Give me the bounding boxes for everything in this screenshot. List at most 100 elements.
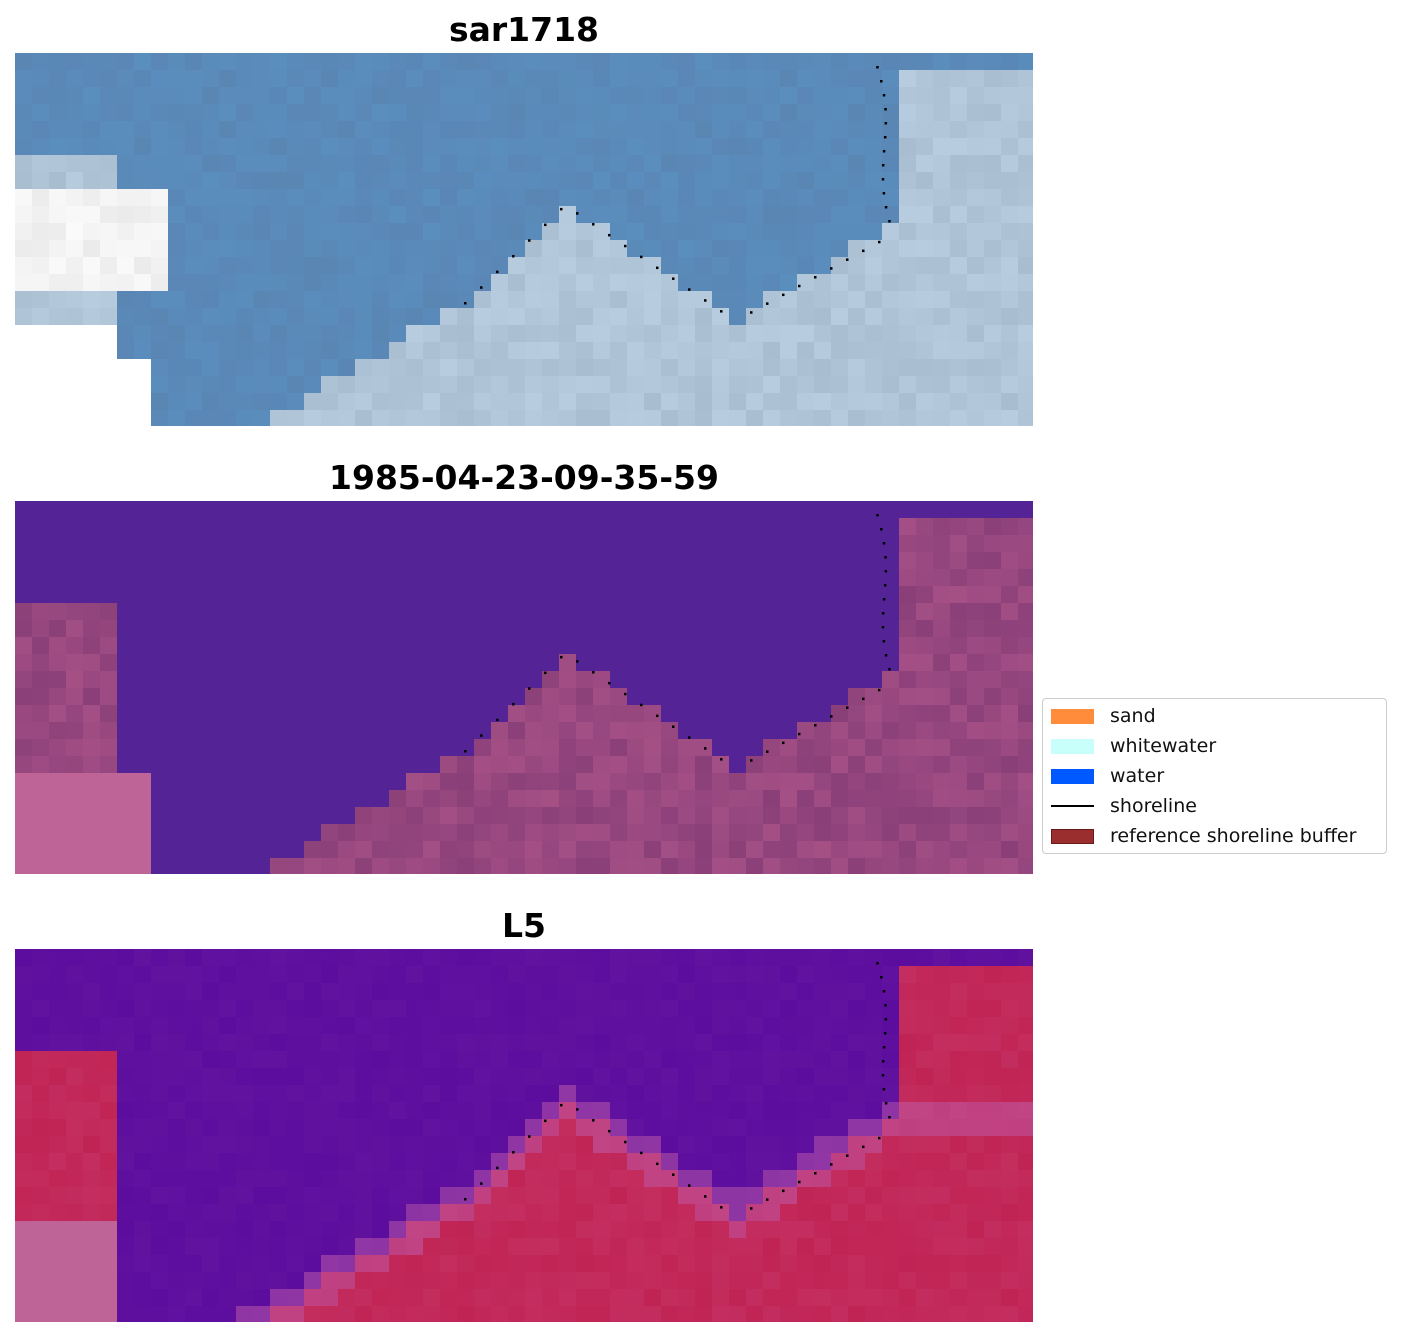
shoreline-dot: [544, 1119, 547, 1123]
shoreline-dot: [480, 734, 483, 737]
shoreline-dot: [672, 725, 675, 728]
shoreline-dot: [496, 1166, 499, 1170]
legend-item-whitewater: whitewater: [1051, 735, 1216, 757]
shoreline-dot: [464, 302, 467, 305]
shoreline-dot: [496, 718, 499, 722]
shoreline-dot: [512, 1150, 515, 1154]
legend-item-water: water: [1051, 765, 1164, 787]
shoreline-dot: [882, 1088, 886, 1091]
shoreline-dot: [888, 1116, 891, 1119]
shoreline-dot: [884, 122, 888, 125]
shoreline-dot: [862, 697, 865, 701]
shoreline-dot: [878, 1136, 881, 1140]
shoreline-dot: [544, 223, 547, 227]
shoreline-dot: [846, 706, 849, 709]
shoreline-dot: [766, 302, 769, 305]
shoreline-dot: [464, 750, 467, 753]
shoreline-dot: [881, 612, 885, 615]
panel-title-classified: 1985-04-23-09-35-59: [329, 458, 719, 497]
shoreline-dot: [798, 732, 801, 736]
shoreline-dot: [576, 1108, 579, 1111]
shoreline-dot: [883, 584, 887, 587]
shoreline-dot: [830, 267, 833, 270]
shoreline-dots: [464, 962, 891, 1210]
shoreline-dot: [560, 655, 563, 659]
shoreline-dot: [464, 1198, 467, 1201]
shoreline-dot: [512, 702, 515, 706]
shoreline-dot: [884, 108, 887, 111]
shoreline-dot: [881, 626, 885, 629]
shoreline-dot: [798, 284, 801, 288]
shoreline-dot: [592, 671, 595, 674]
shoreline-dot: [704, 1195, 707, 1198]
shoreline-dot: [544, 671, 547, 675]
shoreline-dot: [528, 239, 531, 242]
shoreline-dot: [830, 715, 833, 718]
shoreline-dot: [862, 249, 865, 253]
shoreline-dot: [882, 990, 886, 993]
shoreline-dot: [512, 254, 515, 258]
reference-buffer-swatch: [1051, 828, 1094, 844]
panel-title-rgb: sar1718: [448, 10, 600, 49]
legend-item-reference-buffer: reference shoreline buffer: [1051, 825, 1356, 847]
shoreline-dot: [846, 1154, 849, 1157]
shoreline-dot: [884, 206, 888, 209]
shoreline-dot: [656, 714, 659, 718]
legend: sand whitewater water shoreline referenc…: [1042, 698, 1387, 854]
shoreline-dot: [878, 688, 881, 692]
shoreline-dot: [846, 258, 849, 261]
shoreline-dot: [672, 277, 675, 280]
shoreline-dot: [592, 1119, 595, 1122]
shoreline-dot: [881, 1074, 885, 1077]
shoreline-dot: [782, 741, 785, 745]
shoreline-dot: [496, 270, 499, 274]
shoreline-dots: [464, 66, 891, 314]
legend-item-shoreline: shoreline: [1051, 795, 1197, 817]
shoreline-dot: [766, 750, 769, 753]
water-swatch: [1051, 768, 1094, 784]
shoreline-dot: [528, 687, 531, 690]
shoreline-dot: [704, 299, 707, 302]
shoreline-dot: [880, 976, 883, 979]
shoreline-dot: [884, 1018, 888, 1021]
shoreline-dot: [876, 514, 879, 517]
shoreline-dots: [464, 514, 891, 762]
legend-label: water: [1110, 765, 1165, 787]
shoreline-dot: [672, 1173, 675, 1176]
shoreline-dot: [883, 136, 887, 139]
shoreline-dot: [750, 1207, 753, 1210]
shoreline-dot: [883, 1032, 887, 1035]
shoreline-dot: [876, 66, 879, 69]
whitewater-swatch: [1051, 738, 1094, 754]
shoreline-dot: [560, 207, 563, 211]
shoreline-dot: [750, 311, 753, 314]
shoreline-dot: [640, 1151, 643, 1155]
shoreline-dot: [766, 1198, 769, 1201]
shoreline-dot: [624, 692, 627, 696]
shoreline-dot: [576, 660, 579, 663]
shoreline-dot: [624, 244, 627, 248]
shoreline-dot: [862, 1145, 865, 1149]
shoreline-dot: [576, 212, 579, 215]
shoreline-dot: [720, 758, 723, 761]
shoreline-dot: [880, 528, 883, 531]
shoreline-dot: [814, 1172, 817, 1175]
shoreline-dot: [814, 276, 817, 279]
shoreline-dot: [640, 703, 643, 707]
classified-image: [15, 501, 1033, 874]
shoreline-dot: [882, 598, 886, 601]
shoreline-dot: [798, 1180, 801, 1184]
shoreline-dot: [878, 240, 881, 244]
shoreline-dot: [480, 286, 483, 289]
shoreline-dot: [884, 1102, 888, 1105]
shoreline-dot: [830, 1163, 833, 1166]
shoreline-dot: [880, 80, 883, 83]
shoreline-dot: [688, 1184, 691, 1187]
shoreline-dot: [882, 94, 886, 97]
shoreline-dot: [750, 759, 753, 762]
shoreline-dot: [608, 681, 611, 685]
shoreline-dot: [640, 255, 643, 259]
ndwi-image: [15, 949, 1033, 1322]
shoreline-dot: [720, 1206, 723, 1209]
shoreline-dot: [881, 1060, 885, 1063]
